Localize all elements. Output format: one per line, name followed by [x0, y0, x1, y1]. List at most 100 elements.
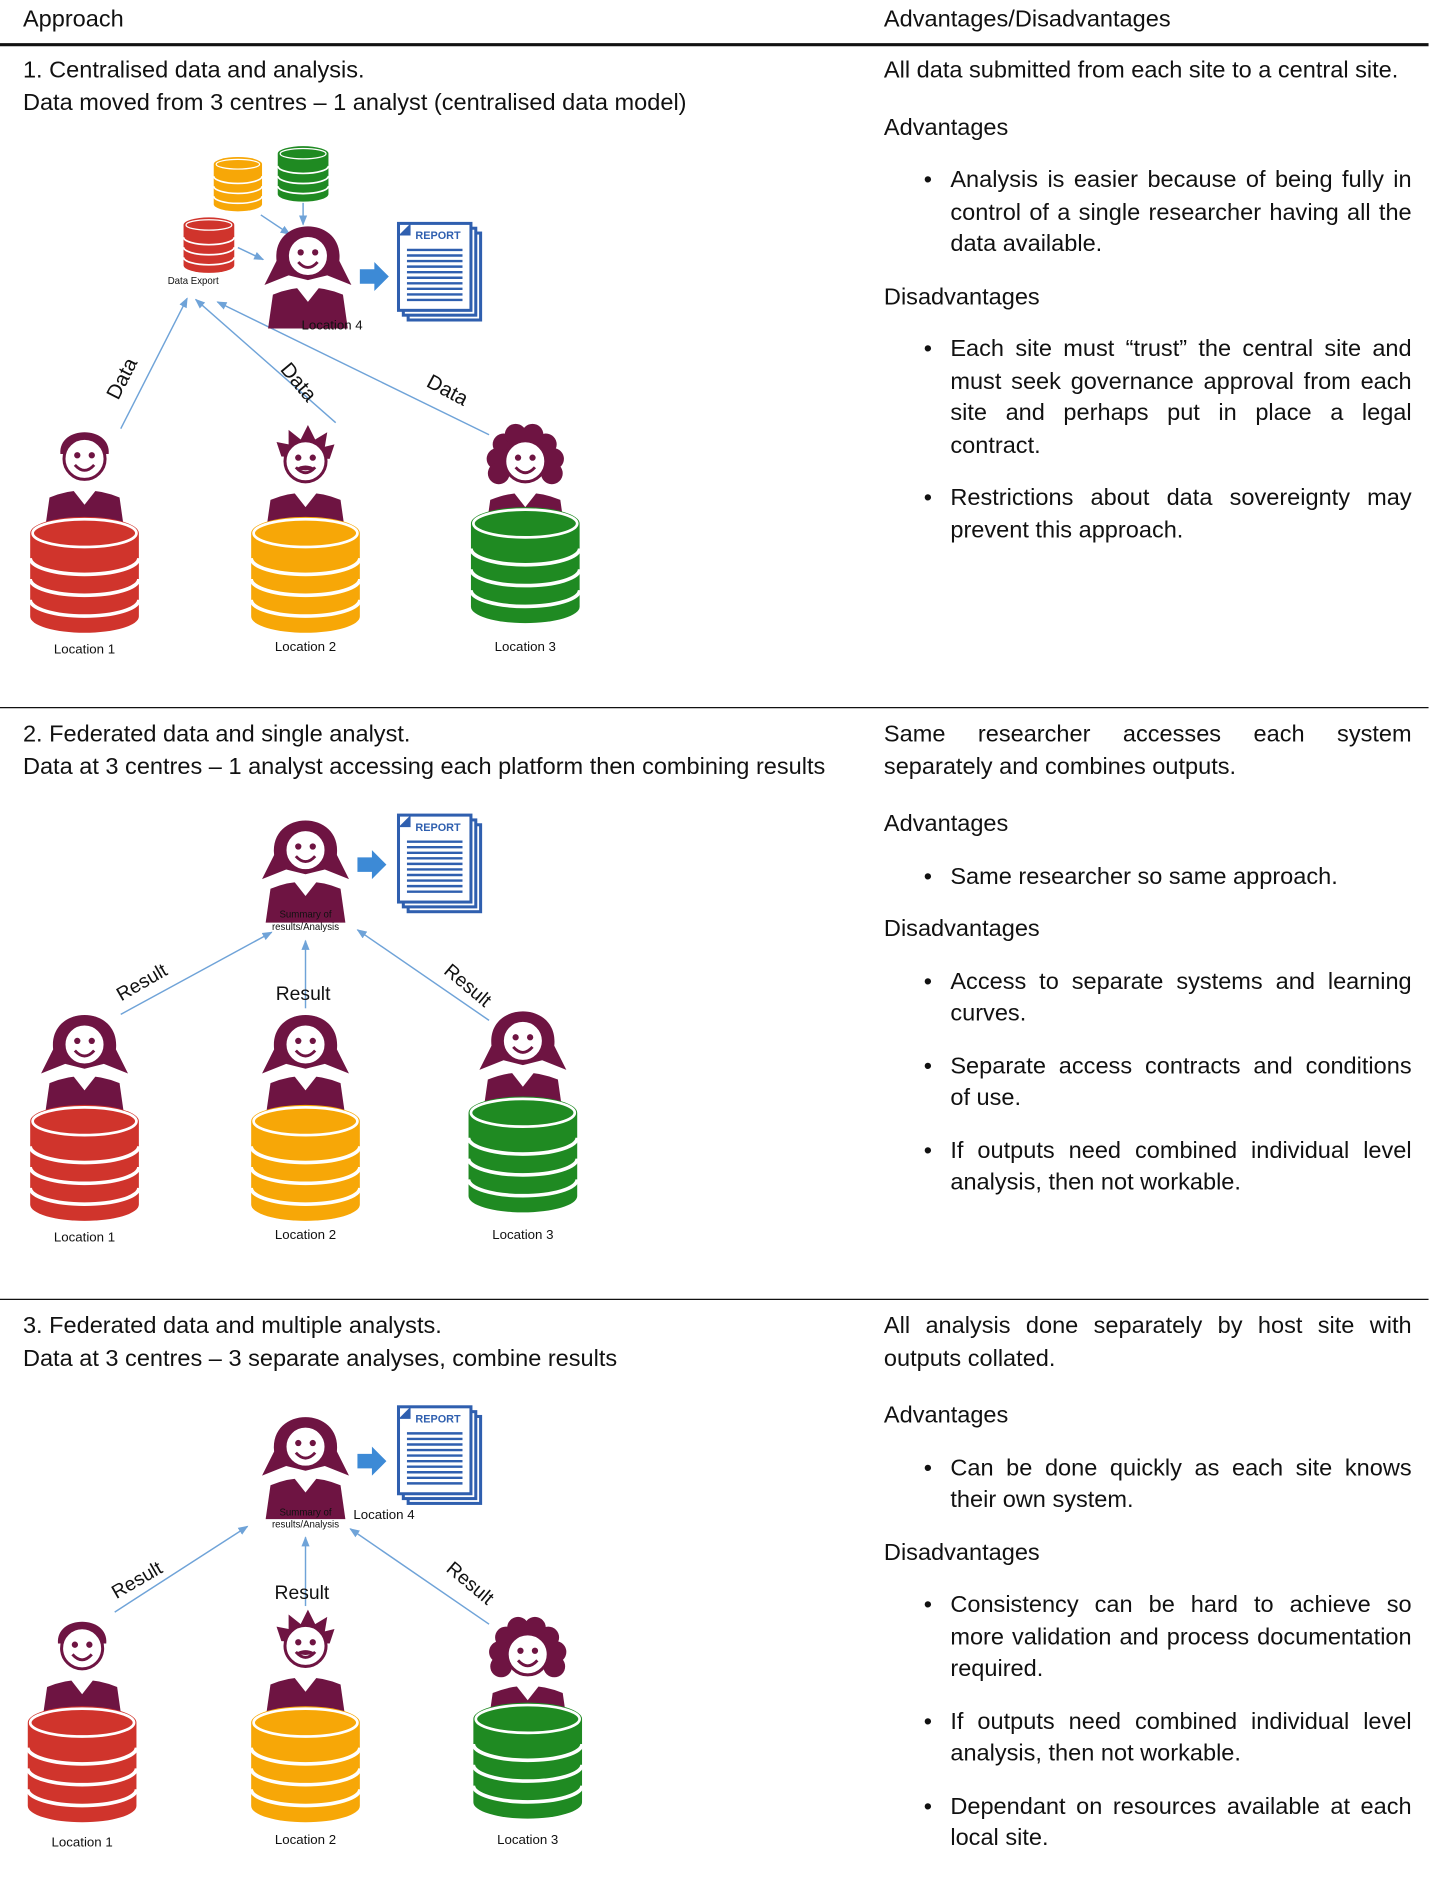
- disadvantage-item: If outputs need combined individual leve…: [924, 1135, 1412, 1199]
- person-eye: [309, 1439, 316, 1447]
- database-top: [31, 1105, 138, 1137]
- person-smile: [294, 1451, 317, 1460]
- person-smile: [73, 1049, 96, 1058]
- connector-arrow: [114, 1525, 249, 1613]
- person-icon: [262, 1417, 349, 1520]
- approach-subtitle: Data at 3 centres – 1 analyst accessing …: [22, 752, 826, 780]
- person-eye: [531, 1647, 539, 1654]
- database-top: [28, 1707, 136, 1738]
- diagram-label: Data Export: [168, 276, 219, 287]
- database-stripe: [249, 1788, 362, 1808]
- database-stripe: [469, 569, 582, 588]
- person-eye: [297, 249, 304, 256]
- disadvantages-heading: Disadvantages: [883, 1539, 1040, 1566]
- database-stripe: [25, 1788, 139, 1808]
- header-advantages: Advantages/Disadvantages: [883, 6, 1171, 33]
- person-collar: [512, 490, 539, 508]
- database-stripe: [182, 236, 236, 246]
- database-stripe: [28, 557, 141, 577]
- disadvantage-item: Access to separate systems and learning …: [924, 965, 1412, 1029]
- flow-arrow: [357, 1446, 387, 1476]
- disadvantage-item: Restrictions about data sovereignty may …: [924, 482, 1412, 546]
- person-collar: [292, 490, 319, 508]
- person-collar: [71, 1073, 98, 1091]
- diagram-label: results/Analysis: [272, 1520, 339, 1531]
- approach-title: 2. Federated data and single analyst.: [22, 720, 411, 748]
- advantage-item: Same researcher so same approach.: [924, 860, 1411, 892]
- database-stripe: [212, 185, 263, 195]
- person-face: [60, 1626, 105, 1671]
- diagram-label: Location 2: [275, 1832, 336, 1847]
- person-face: [283, 1022, 328, 1067]
- advantage-item: Can be done quickly as each site knows t…: [924, 1452, 1412, 1516]
- database-stripe: [249, 599, 362, 618]
- person-smile: [294, 1650, 317, 1659]
- database-stripe: [25, 1747, 139, 1766]
- diagram-label: Location 4: [301, 318, 362, 333]
- diagram-label: Location 2: [275, 1227, 336, 1242]
- person-eye: [512, 1034, 519, 1041]
- person-eye: [514, 454, 522, 461]
- database-stripe: [471, 1743, 584, 1763]
- connector-arrow: [194, 298, 337, 424]
- database-stripe: [212, 175, 263, 185]
- person-collar: [294, 284, 322, 302]
- person-hair: [487, 462, 510, 485]
- person-smile: [73, 463, 96, 472]
- person-eye: [74, 452, 81, 459]
- person-eye: [526, 1034, 534, 1041]
- database-top: [185, 219, 233, 231]
- connector-arrow: [120, 297, 188, 430]
- advantages-list: Analysis is easier because of being full…: [884, 164, 1412, 260]
- person-eye: [88, 452, 95, 459]
- database-stripe: [25, 1768, 139, 1787]
- diagram-label: Location 4: [353, 1507, 414, 1522]
- advantages-heading: Advantages: [883, 114, 1009, 141]
- database-top: [215, 158, 261, 170]
- advantages-list: Can be done quickly as each site knows t…: [884, 1452, 1412, 1516]
- person-hair: [540, 462, 563, 485]
- diagram-label: Result: [276, 984, 331, 1005]
- report-icon: REPORT: [396, 813, 483, 914]
- connector-arrow: [237, 246, 265, 261]
- database-top: [279, 147, 327, 160]
- diagram-label: Data: [102, 354, 142, 404]
- person-eye: [88, 1037, 95, 1045]
- person-icon: [264, 226, 352, 329]
- database-stripe: [276, 165, 330, 175]
- database-stripe: [249, 1768, 362, 1787]
- person-eye: [309, 454, 316, 461]
- advantages-list: Same researcher so same approach.: [884, 860, 1412, 892]
- person-icon: [262, 1014, 349, 1117]
- person-face: [505, 1632, 550, 1677]
- disadvantages-heading: Disadvantages: [883, 915, 1040, 942]
- person-icon: [42, 1621, 122, 1721]
- database-stripe: [28, 1166, 141, 1186]
- person-mustache: [295, 465, 316, 471]
- person-hair: [490, 1655, 513, 1678]
- database-stripe: [469, 548, 582, 567]
- connector-arrow: [356, 929, 490, 1021]
- person-smile: [71, 1653, 93, 1662]
- approach-title: 3. Federated data and multiple analysts.: [22, 1312, 442, 1340]
- person-face: [283, 1424, 328, 1469]
- approach-subtitle: Data moved from 3 centres – 1 analyst (c…: [22, 88, 687, 116]
- diagram-label: Data: [423, 370, 473, 411]
- database-icon: [469, 507, 582, 624]
- person-eye: [309, 843, 316, 850]
- disadvantage-item: Dependant on resources available at each…: [924, 1790, 1412, 1854]
- person-face: [62, 436, 107, 481]
- database-stripe: [182, 257, 236, 266]
- diagram-label: Summary of: [279, 1507, 331, 1518]
- database-top: [474, 1703, 581, 1735]
- connector-arrow: [260, 214, 291, 235]
- person-smile: [514, 466, 537, 475]
- connector-arrow: [216, 301, 490, 436]
- person-collar: [68, 1677, 96, 1695]
- database-stripe: [249, 557, 362, 577]
- database-stripe: [249, 1747, 362, 1766]
- person-body: [268, 287, 348, 329]
- diagram-label: Location 1: [54, 1229, 115, 1244]
- person-collar: [292, 1674, 319, 1692]
